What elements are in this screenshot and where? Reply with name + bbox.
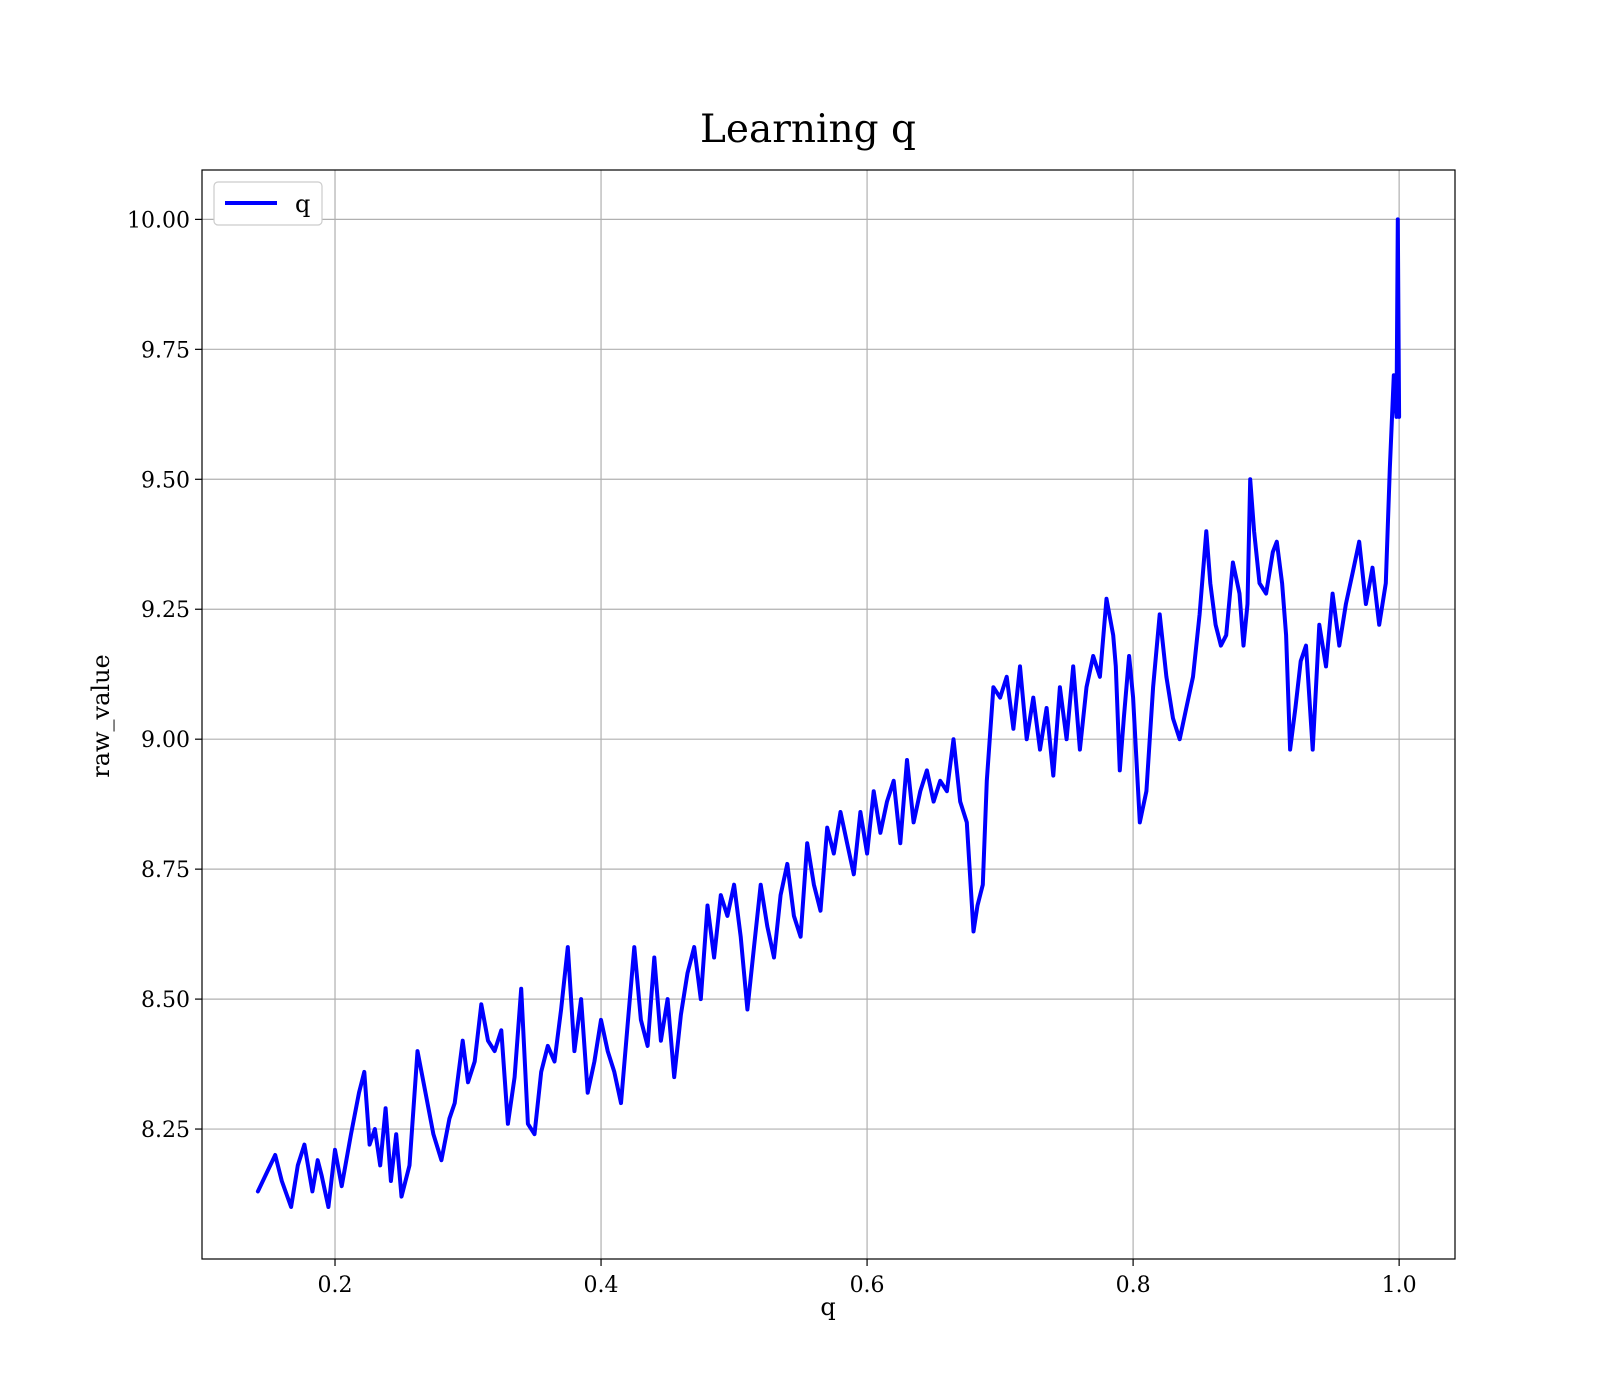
y-axis: 8.25 8.50 8.75 9.00 9.25 9.50 9.75 10.00: [127, 208, 202, 1143]
x-tick-label: 0.4: [584, 1273, 619, 1298]
x-axis: 0.2 0.4 0.6 0.8 1.0: [318, 1259, 1417, 1298]
x-tick-label: 1.0: [1382, 1273, 1417, 1298]
y-tick-label: 9.50: [141, 468, 190, 493]
x-tick-label: 0.8: [1116, 1273, 1151, 1298]
y-tick-label: 9.25: [141, 598, 190, 623]
x-tick-label: 0.2: [318, 1273, 353, 1298]
chart-title: Learning q: [700, 107, 916, 152]
legend[interactable]: q: [213, 181, 323, 226]
y-tick-label: 9.75: [141, 338, 190, 363]
grid: [202, 170, 1455, 1259]
y-tick-label: 10.00: [127, 208, 190, 233]
y-tick-label: 8.50: [141, 988, 190, 1013]
legend-label-q: q: [295, 190, 310, 218]
plot-frame: [201, 169, 1456, 1260]
y-tick-label: 8.25: [141, 1118, 190, 1143]
y-tick-label: 8.75: [141, 858, 190, 883]
series-layer: [255, 217, 1402, 1209]
y-axis-label: raw_value: [87, 654, 115, 778]
x-tick-label: 0.6: [850, 1273, 885, 1298]
series-line-q: [255, 217, 1402, 1209]
x-axis-label: q: [820, 1293, 835, 1321]
y-tick-label: 9.00: [141, 728, 190, 753]
